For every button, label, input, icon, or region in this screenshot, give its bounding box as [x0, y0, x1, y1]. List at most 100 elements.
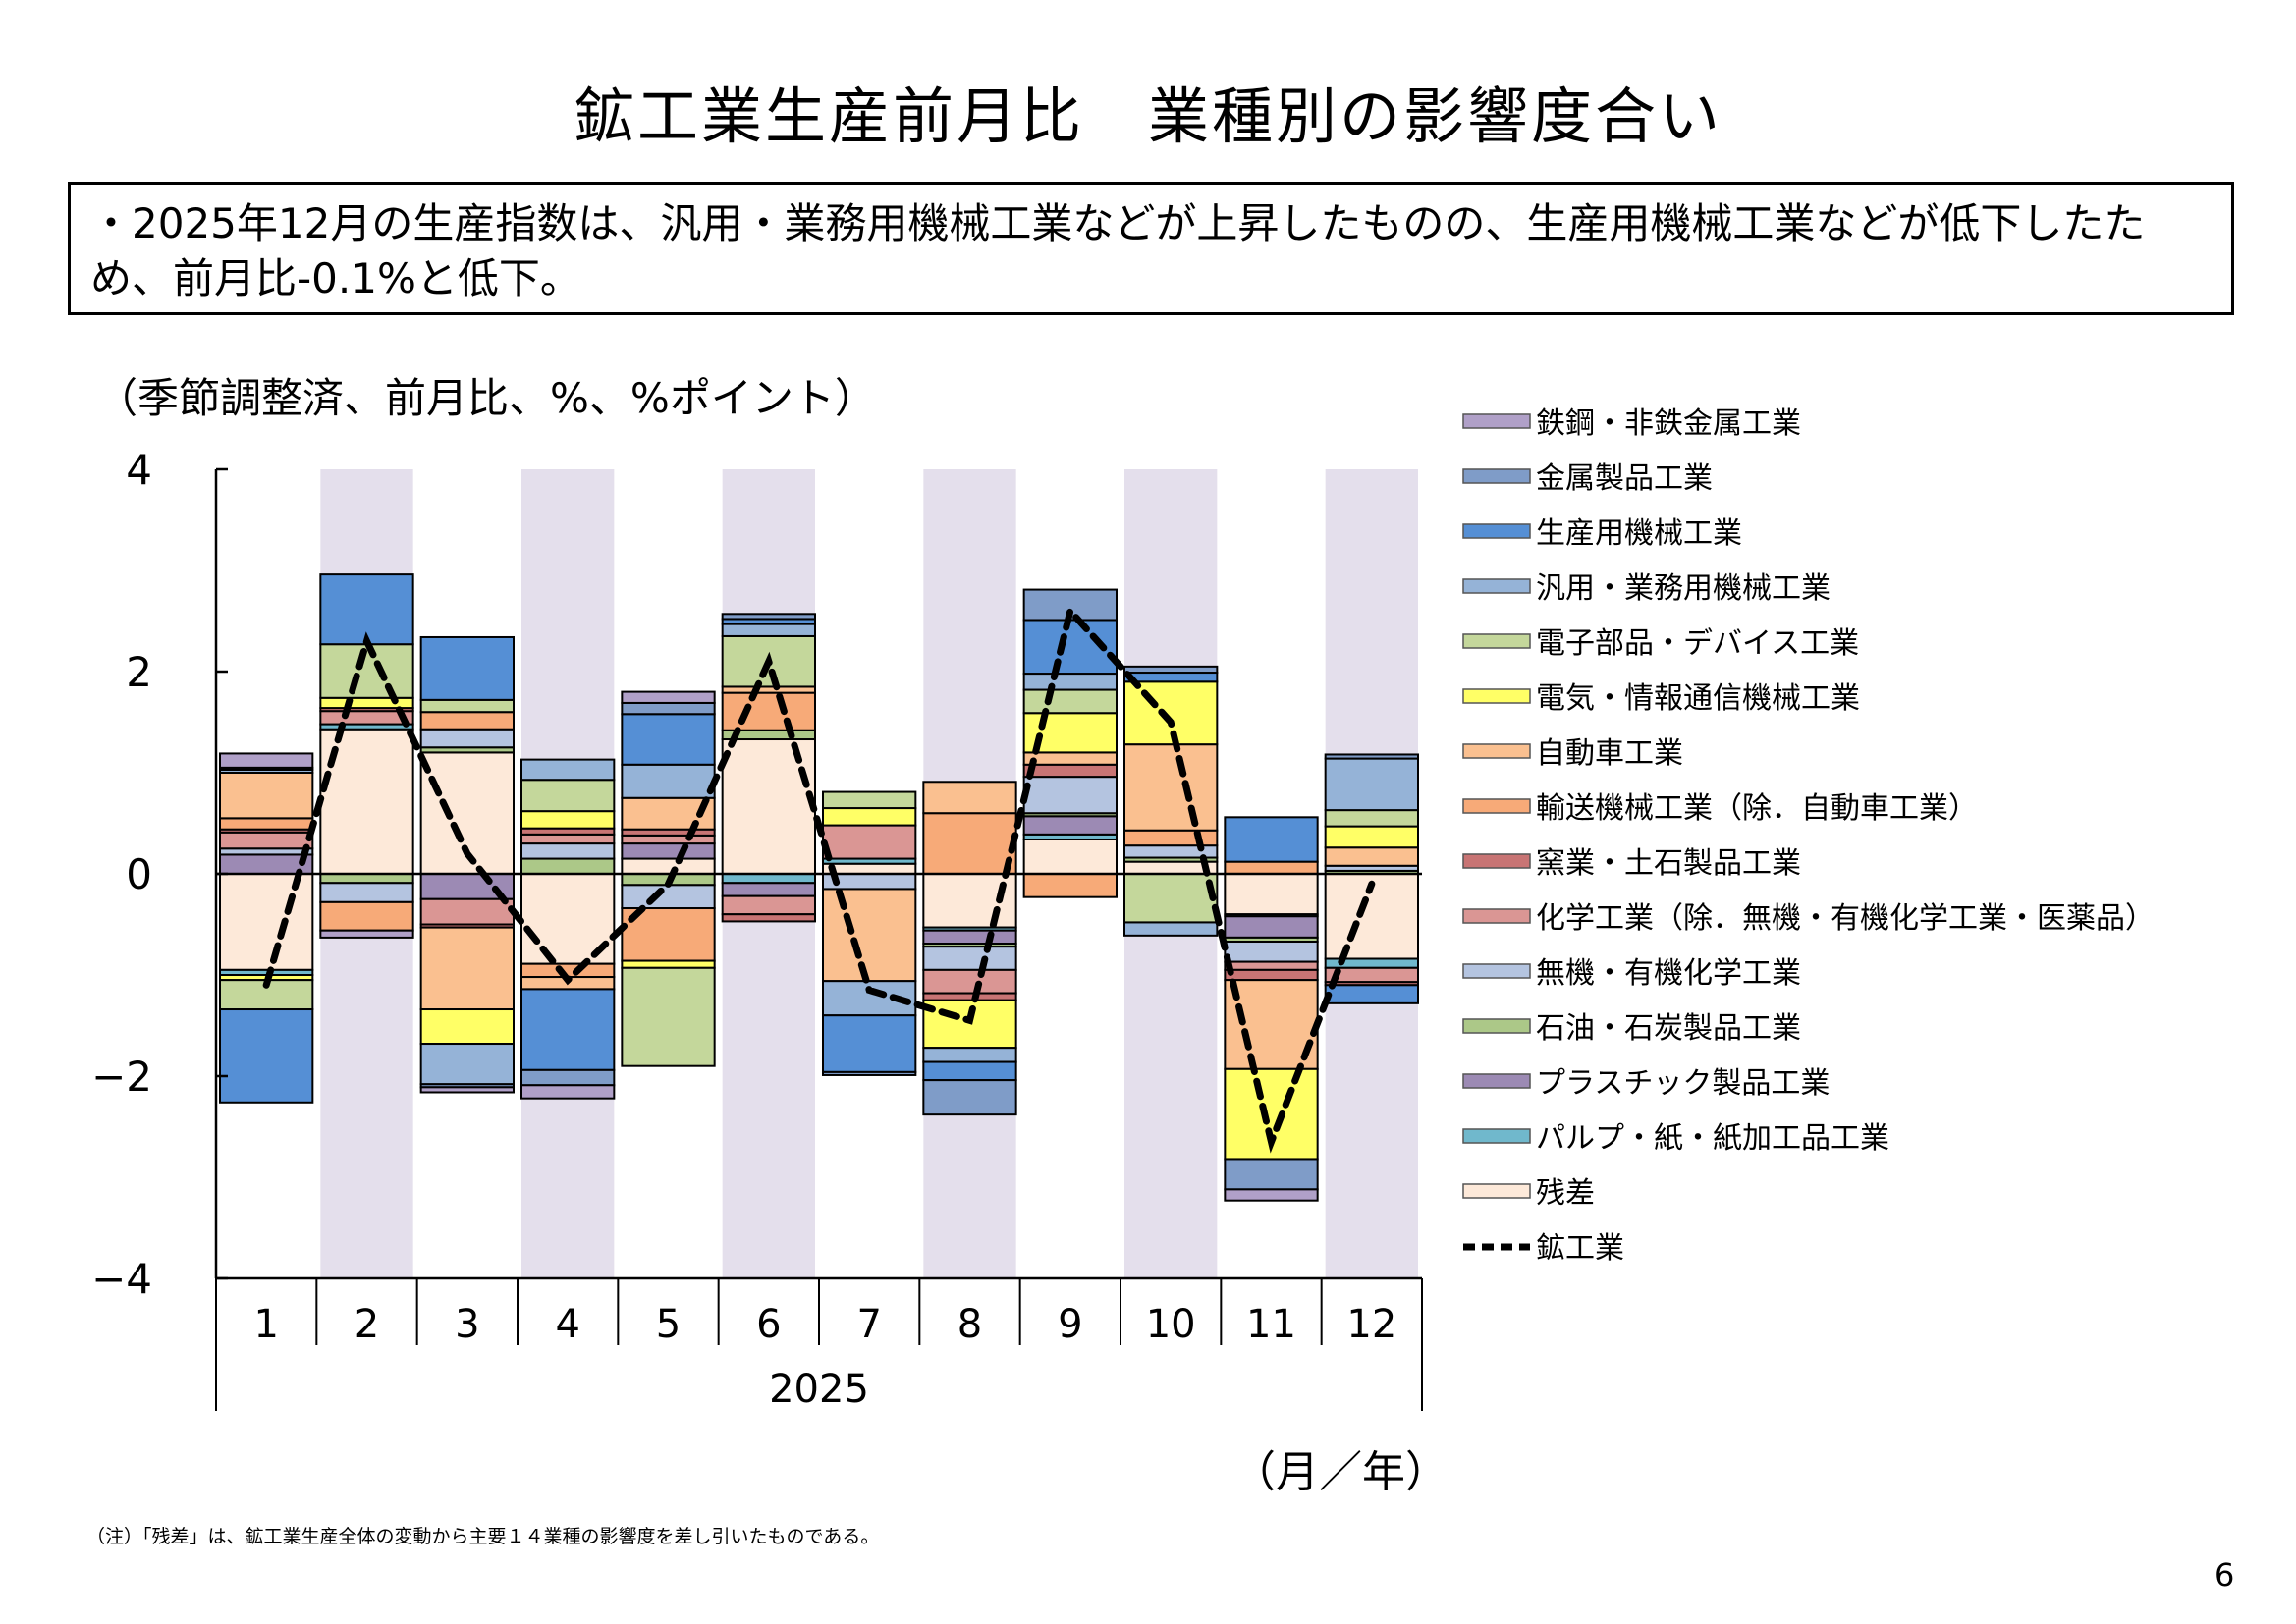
x-tick-label: 1: [253, 1302, 278, 1347]
bar-segment-輸送機械工業（除．自動車工業）-1: [219, 817, 314, 831]
legend-label: 生産用機械工業: [1536, 516, 1742, 551]
bar-segment-金属製品工業-11: [1224, 1158, 1319, 1191]
legend-label: 鉄鋼・非鉄金属工業: [1536, 406, 1801, 441]
x-tick-label: 10: [1146, 1302, 1196, 1347]
legend-label: 電子部品・デバイス工業: [1536, 626, 1859, 661]
bar-segment-金属製品工業-4: [520, 1068, 616, 1087]
bar-segment-プラスチック製品工業-8: [922, 929, 1017, 946]
bar-segment-電子部品・デバイス工業-7: [822, 790, 917, 810]
bar-segment-電子部品・デバイス工業-9: [1022, 688, 1118, 715]
y-tick-label: 0: [126, 850, 152, 898]
bar-segment-金属製品工業-10: [1123, 665, 1219, 675]
bar-segment-無機・有機化学工業-8: [922, 946, 1017, 971]
x-axis-label: （月／年）: [1232, 1447, 1449, 1497]
legend-item: 鉱工業: [1463, 1231, 1624, 1266]
bar-segment-生産用機械工業-1: [219, 1008, 314, 1104]
legend-item: 輸送機械工業（除．自動車工業）: [1462, 791, 1978, 826]
bar-segment-金属製品工業-12: [1324, 753, 1419, 760]
bar-segment-汎用・業務用機械工業-5: [621, 763, 716, 799]
bar-segment-電気・情報通信機械工業-11: [1224, 1067, 1319, 1161]
bar-segment-電子部品・デバイス工業-6: [721, 634, 817, 688]
legend-label: 窯業・土石製品工業: [1536, 846, 1801, 881]
bar-segment-電気・情報通信機械工業-12: [1324, 825, 1419, 849]
bar-segment-金属製品工業-5: [621, 701, 716, 716]
legend-label: プラスチック製品工業: [1536, 1066, 1830, 1101]
bar-segment-輸送機械工業（除．自動車工業）-11: [1224, 860, 1319, 876]
bar-segment-生産用機械工業-10: [1123, 672, 1219, 683]
bar-segment-無機・有機化学工業-2: [319, 882, 414, 903]
bar-segment-化学工業（除．無機・有機化学工業・医薬品）-11: [1224, 960, 1319, 971]
y-tick-label: 2: [126, 648, 152, 696]
bar-segment-鉄鋼・非鉄金属工業-1: [219, 752, 314, 769]
bar-segment-窯業・土石製品工業-9: [1022, 763, 1118, 779]
bar-segment-生産用機械工業-4: [520, 988, 616, 1071]
x-tick-label: 8: [957, 1302, 982, 1347]
bar-segment-電子部品・デバイス工業-3: [419, 698, 515, 714]
bar-segment-鉄鋼・非鉄金属工業-2: [319, 929, 414, 939]
legend-label: 残差: [1536, 1176, 1595, 1211]
bar-segment-プラスチック製品工業-5: [621, 842, 716, 860]
bar-segment-無機・有機化学工業-11: [1224, 941, 1319, 963]
bar-segment-汎用・業務用機械工業-3: [419, 1043, 515, 1086]
bar-segment-残差-11: [1224, 873, 1319, 916]
legend-swatch: [1462, 468, 1531, 484]
bar-segment-自動車工業-3: [419, 926, 515, 1011]
bar-segment-生産用機械工業-2: [319, 573, 414, 646]
summary-box: ・2025年12月の生産指数は、汎用・業務用機械工業などが上昇したものの、生産用…: [68, 182, 2234, 315]
legend-swatch: [1462, 1073, 1531, 1089]
x-tick-label: 6: [756, 1302, 781, 1347]
page-number: 6: [2214, 1556, 2235, 1594]
legend-label: 無機・有機化学工業: [1536, 956, 1801, 991]
x-tick-label: 12: [1346, 1302, 1396, 1347]
legend-item: パルプ・紙・紙加工品工業: [1462, 1121, 1889, 1156]
bar-segment-電子部品・デバイス工業-12: [1324, 809, 1419, 828]
bar-segment-自動車工業-1: [219, 772, 314, 820]
bar-segment-自動車工業-12: [1324, 846, 1419, 867]
legend-label: 石油・石炭製品工業: [1536, 1011, 1801, 1046]
bar-segment-無機・有機化学工業-4: [520, 842, 616, 860]
legend-label: 電気・情報通信機械工業: [1536, 681, 1860, 716]
bar-segment-化学工業（除．無機・有機化学工業・医薬品）-7: [822, 824, 917, 860]
bar-segment-電子部品・デバイス工業-10: [1123, 873, 1219, 924]
legend-item: 自動車工業: [1462, 736, 1683, 771]
legend-swatch: [1462, 853, 1531, 869]
bar-segment-残差-2: [319, 728, 414, 876]
bar-segment-残差-9: [1022, 838, 1118, 875]
bar-segment-石油・石炭製品工業-2: [319, 873, 414, 885]
legend-item: 化学工業（除．無機・有機化学工業・医薬品）: [1462, 901, 2155, 936]
bar-segment-輸送機械工業（除．自動車工業）-8: [922, 812, 1017, 876]
legend-swatch: [1462, 578, 1531, 594]
bar-segment-自動車工業-9: [1022, 751, 1118, 766]
bar-segment-残差-7: [822, 862, 917, 876]
bar-segment-無機・有機化学工業-9: [1022, 776, 1118, 815]
bar-segment-輸送機械工業（除．自動車工業）-2: [319, 900, 414, 932]
bar-segment-石油・石炭製品工業-4: [520, 857, 616, 875]
bar-segment-金属製品工業-6: [721, 613, 817, 621]
bar-segment-窯業・土石製品工業-6: [721, 913, 817, 923]
legend-swatch: [1462, 908, 1531, 924]
bar-segment-電気・情報通信機械工業-4: [520, 810, 616, 830]
bar-segment-自動車工業-7: [822, 888, 917, 983]
legend-swatch: [1462, 1018, 1531, 1034]
page-title: 鉱工業生産前月比 業種別の影響度合い: [573, 81, 1722, 152]
legend-swatch: [1462, 688, 1531, 704]
bar-segment-電気・情報通信機械工業-3: [419, 1008, 515, 1046]
legend-item: 石油・石炭製品工業: [1462, 1011, 1801, 1046]
legend-swatch: [1462, 743, 1531, 759]
bar-segment-化学工業（除．無機・有機化学工業・医薬品）-1: [219, 831, 314, 850]
bar-segment-生産用機械工業-8: [922, 1060, 1017, 1082]
legend-swatch: [1462, 1183, 1531, 1199]
bar-segment-汎用・業務用機械工業-4: [520, 758, 616, 782]
legend-swatch: [1462, 523, 1531, 539]
bar-segment-鉄鋼・非鉄金属工業-3: [419, 1086, 515, 1094]
x-tick-label: 3: [455, 1302, 479, 1347]
bar-segment-汎用・業務用機械工業-9: [1022, 673, 1118, 691]
legend-item: 金属製品工業: [1462, 461, 1713, 496]
legend-item: 無機・有機化学工業: [1462, 956, 1801, 991]
legend-label: パルプ・紙・紙加工品工業: [1536, 1121, 1889, 1156]
bar-segment-鉄鋼・非鉄金属工業-11: [1224, 1188, 1319, 1202]
bar-segment-化学工業（除．無機・有機化学工業・医薬品）-8: [922, 968, 1017, 995]
x-tick-label: 7: [856, 1302, 881, 1347]
bar-segment-汎用・業務用機械工業-8: [922, 1047, 1017, 1063]
